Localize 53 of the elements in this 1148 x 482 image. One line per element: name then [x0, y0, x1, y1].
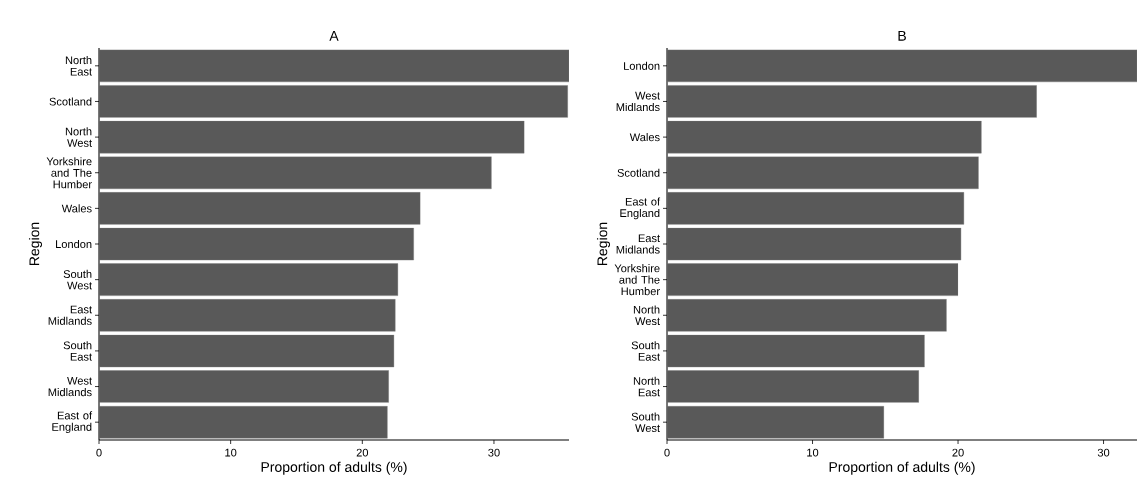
y-tick-label: North West [633, 305, 660, 326]
y-axis-title: Region [596, 222, 611, 266]
bar [99, 405, 388, 439]
y-axis-title: Region [28, 222, 43, 266]
y-tick-label: South West [63, 269, 92, 290]
bar [667, 227, 962, 261]
y-tick-label: North East [65, 56, 92, 76]
y-tick-label: Wales [629, 133, 660, 142]
bar [667, 49, 1138, 83]
bar [667, 85, 1037, 118]
bar [99, 85, 568, 118]
x-axis-title: Proportion of adults (%) [261, 461, 407, 475]
bar [99, 299, 396, 332]
x-tick-label: 20 [952, 448, 964, 457]
bar [667, 120, 982, 154]
bar [99, 370, 389, 403]
y-tick-label: London [56, 239, 92, 249]
y-tick-label: West Midlands [616, 91, 660, 112]
bar [667, 299, 947, 332]
y-tick-label: North East [633, 376, 660, 397]
y-tick-label: East of England [620, 197, 661, 220]
y-tick-label: East Midlands [616, 234, 660, 254]
y-tick-label: Yorkshire and The Humber [46, 157, 92, 189]
x-tick-label: 30 [1097, 448, 1110, 457]
bar [667, 405, 885, 439]
bar [99, 120, 525, 154]
y-tick-label: East Midlands [48, 305, 92, 325]
y-tick-label: West Midlands [48, 376, 92, 397]
x-axis-title: Proportion of adults (%) [829, 461, 975, 475]
x-tick-label: 10 [225, 448, 237, 457]
y-tick-label: London [624, 61, 660, 70]
y-tick-label: South West [631, 412, 660, 432]
y-tick-label: Scotland [617, 168, 660, 177]
bar [99, 49, 570, 83]
bar [667, 334, 925, 368]
x-tick-label: 30 [488, 448, 500, 457]
bar [667, 370, 919, 403]
y-tick-label: South East [63, 341, 92, 361]
y-tick-label: East of England [52, 411, 93, 434]
chart-title: A [329, 31, 339, 41]
x-tick-label: 0 [664, 448, 670, 457]
x-tick-label: 0 [96, 448, 102, 457]
y-tick-label: North West [65, 127, 92, 147]
x-tick-label: 10 [807, 448, 819, 457]
y-tick-label: South East [631, 341, 660, 361]
x-tick-label: 20 [356, 448, 369, 457]
y-tick-label: Yorkshire and The Humber [614, 264, 660, 296]
bar [667, 192, 965, 225]
chart-title: B [898, 31, 906, 41]
y-tick-label: Scotland [49, 97, 92, 106]
bar [99, 334, 395, 368]
y-tick-label: Wales [61, 204, 92, 213]
bar [99, 227, 414, 261]
